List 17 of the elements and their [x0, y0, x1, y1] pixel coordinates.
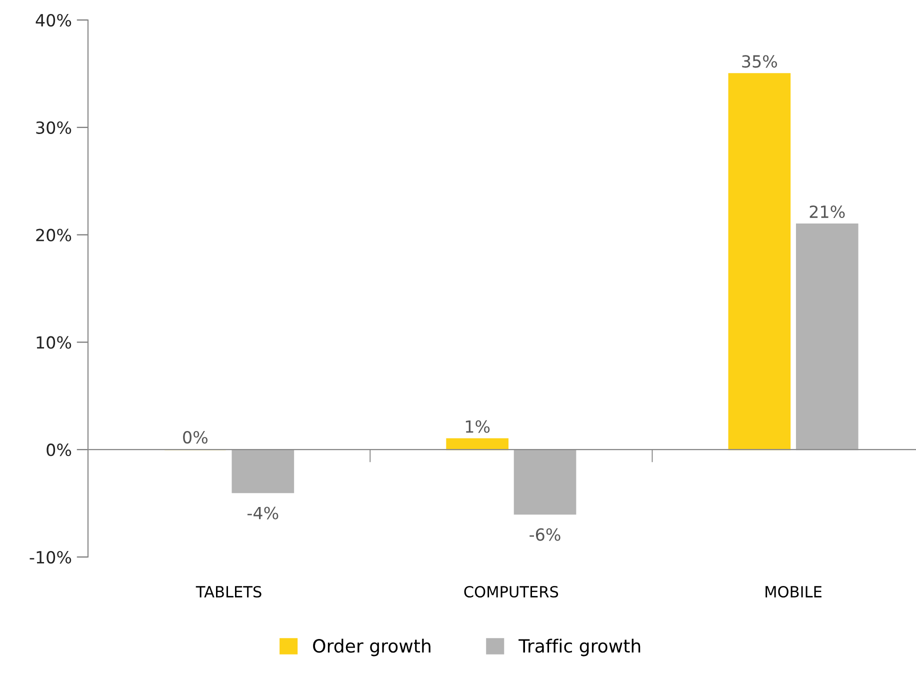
y-tick-label: -10% — [30, 550, 72, 564]
y-tick-label: 10% — [36, 336, 72, 349]
data-label: 1% — [466, 420, 490, 433]
data-label: -4% — [248, 506, 278, 520]
data-label: 21% — [810, 205, 845, 218]
data-label: 35% — [742, 55, 778, 68]
x-tick-label: MOBILE — [766, 586, 822, 598]
y-tick-label: 40% — [36, 14, 72, 27]
legend-label: Traffic growth — [518, 638, 640, 656]
legend-label: Order growth — [313, 638, 430, 656]
x-tick-label: TABLETS — [196, 586, 262, 598]
y-tick-label: 0% — [46, 444, 72, 456]
y-tick-label: 30% — [36, 121, 72, 134]
data-label: -6% — [530, 528, 560, 541]
data-label: 0% — [183, 430, 208, 444]
y-tick-label: 20% — [36, 228, 72, 242]
x-tick-label: COMPUTERS — [464, 586, 558, 598]
